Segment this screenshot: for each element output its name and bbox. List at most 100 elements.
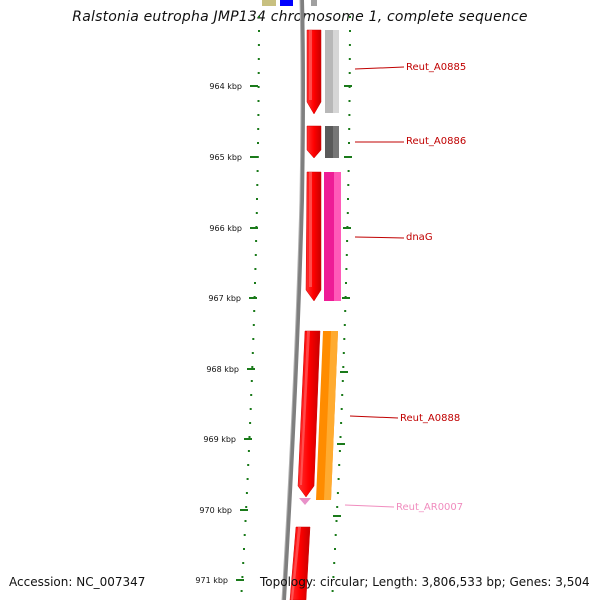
minor-tick xyxy=(348,128,351,130)
tick-967: 967 kbp xyxy=(208,294,257,303)
feature-bar-reut-a0885-shade xyxy=(333,30,339,113)
minor-tick xyxy=(343,338,346,340)
minor-tick xyxy=(344,310,347,312)
svg-text:965 kbp: 965 kbp xyxy=(209,153,242,162)
minor-tick xyxy=(255,240,258,242)
minor-tick xyxy=(347,184,350,186)
minor-tick xyxy=(247,464,250,466)
minor-tick xyxy=(255,212,258,214)
minor-tick xyxy=(252,324,255,326)
minor-tick xyxy=(248,436,251,438)
minor-tick xyxy=(257,72,260,74)
minor-tick xyxy=(333,562,336,564)
chromosome-backbone-highlight xyxy=(281,0,302,600)
minor-tick xyxy=(254,268,257,270)
svg-text:969 kbp: 969 kbp xyxy=(203,435,236,444)
minor-tick xyxy=(257,58,260,60)
tick-970: 970 kbp xyxy=(199,506,248,515)
minor-tick xyxy=(243,548,245,550)
leader-reut-a0888 xyxy=(349,415,399,419)
minor-tick xyxy=(349,16,351,18)
svg-text:970 kbp: 970 kbp xyxy=(199,506,232,515)
minor-tick xyxy=(253,310,256,312)
minor-tick xyxy=(243,534,246,536)
top-olive-feature xyxy=(262,0,276,6)
minor-tick xyxy=(245,492,248,494)
minor-tick xyxy=(346,212,349,214)
cds-arrow-reut-a0885[interactable] xyxy=(306,29,322,115)
minor-tick xyxy=(341,394,344,396)
tick-971: 971 kbp xyxy=(195,576,244,585)
minor-tick xyxy=(345,254,348,256)
minor-tick xyxy=(347,170,350,172)
tick-965: 965 kbp xyxy=(209,153,258,162)
feature-bar-reut-a0886-shade xyxy=(333,126,339,158)
minor-tick xyxy=(246,478,249,480)
trna-arrow-reut-ar0007[interactable] xyxy=(299,498,311,505)
gene-label-reut-a0886[interactable]: Reut_A0886 xyxy=(406,136,466,147)
minor-tick xyxy=(252,338,255,340)
minor-tick xyxy=(240,590,243,592)
minor-tick xyxy=(257,114,260,116)
minor-tick xyxy=(347,198,349,200)
minor-tick xyxy=(334,534,337,536)
svg-text:967 kbp: 967 kbp xyxy=(208,294,241,303)
minor-tick xyxy=(346,240,349,242)
minor-tick xyxy=(338,464,341,466)
left-tick-rail xyxy=(240,16,260,592)
minor-tick xyxy=(258,16,260,18)
minor-tick xyxy=(332,576,335,578)
minor-tick xyxy=(339,436,342,438)
minor-tick xyxy=(340,422,343,424)
leader-reut-ar0007 xyxy=(344,504,395,508)
minor-tick xyxy=(331,590,334,592)
tick-966: 966 kbp xyxy=(209,224,258,233)
minor-tick xyxy=(257,100,260,102)
cds-arrow-reut-a0886[interactable] xyxy=(306,125,322,159)
minor-tick xyxy=(334,548,336,550)
minor-tick xyxy=(348,142,350,144)
minor-tick xyxy=(340,408,343,410)
gene-label-reut-a0888[interactable]: Reut_A0888 xyxy=(400,413,460,424)
minor-tick xyxy=(249,408,252,410)
minor-tick xyxy=(343,324,346,326)
svg-text:968 kbp: 968 kbp xyxy=(206,365,239,374)
top-blue-feature xyxy=(280,0,293,6)
minor-tick xyxy=(335,520,338,522)
gene-label-reut-ar0007[interactable]: Reut_AR0007 xyxy=(396,502,463,513)
minor-tick xyxy=(348,72,351,74)
minor-tick xyxy=(345,268,348,270)
gene-label-reut-a0885[interactable]: Reut_A0885 xyxy=(406,62,466,73)
minor-tick xyxy=(254,254,257,256)
accession-text: Accession: NC_007347 xyxy=(9,575,146,589)
minor-tick xyxy=(241,576,244,578)
minor-tick xyxy=(250,394,253,396)
minor-tick xyxy=(348,58,351,60)
cds-arrow-bottom[interactable] xyxy=(289,526,311,600)
minor-tick xyxy=(256,170,259,172)
minor-tick xyxy=(348,44,351,46)
minor-tick xyxy=(251,352,254,354)
feature-bar-reut-a0888-shade xyxy=(324,331,338,500)
minor-tick xyxy=(257,44,260,46)
minor-tick xyxy=(250,380,253,382)
tick-964: 964 kbp xyxy=(209,82,258,91)
leader-dnag xyxy=(354,236,405,239)
minor-tick xyxy=(254,282,256,284)
minor-tick xyxy=(256,198,258,200)
chromosome-backbone xyxy=(282,0,305,600)
gene-label-dnag[interactable]: dnaG xyxy=(406,232,433,243)
cds-arrow-reut-a0888[interactable] xyxy=(297,330,321,498)
topology-text: Topology: circular; Length: 3,806,533 bp… xyxy=(260,575,590,589)
svg-text:964 kbp: 964 kbp xyxy=(209,82,242,91)
minor-tick xyxy=(342,352,345,354)
minor-tick xyxy=(342,366,345,368)
minor-tick xyxy=(345,282,347,284)
feature-bar-dnag-shade xyxy=(334,172,341,301)
minor-tick xyxy=(257,128,260,130)
right-major-ticks xyxy=(333,85,352,517)
minor-tick xyxy=(244,520,247,522)
minor-tick xyxy=(256,184,259,186)
minor-tick xyxy=(336,506,339,508)
cds-arrow-dnag[interactable] xyxy=(305,171,322,302)
